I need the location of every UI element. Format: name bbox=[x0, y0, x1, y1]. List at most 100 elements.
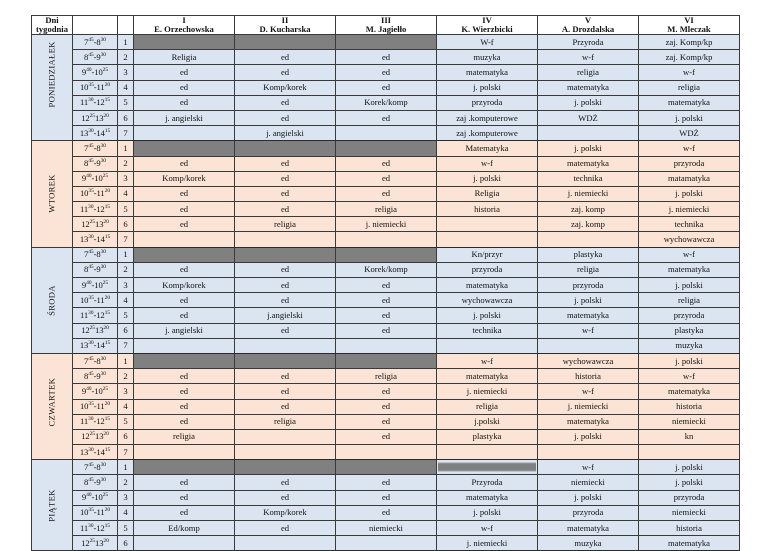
lesson-cell-wtorek-2-class2[interactable]: ed bbox=[234, 155, 336, 172]
lesson-cell-poniedzialek-7-class6[interactable]: WDŻ bbox=[638, 125, 740, 142]
lesson-cell-sroda-4-class3[interactable]: ed bbox=[335, 292, 437, 309]
lesson-cell-sroda-2-class6[interactable]: matematyka bbox=[638, 261, 740, 279]
lesson-cell-sroda-2-class3[interactable]: Korek/komp bbox=[335, 261, 437, 279]
lesson-cell-sroda-3-class2[interactable]: ed bbox=[234, 277, 336, 294]
lesson-cell-wtorek-6-class2[interactable]: religia bbox=[234, 216, 336, 233]
lesson-cell-piatek-2-class2[interactable]: ed bbox=[234, 474, 336, 491]
lesson-cell-czwartek-3-class3[interactable]: ed bbox=[335, 383, 437, 400]
lesson-cell-piatek-3-class5[interactable]: j. polski bbox=[537, 489, 639, 506]
lesson-cell-poniedzialek-6-class2[interactable]: ed bbox=[234, 109, 336, 127]
lesson-cell-czwartek-5-class3[interactable]: ed bbox=[335, 413, 437, 430]
lesson-cell-poniedzialek-5-class3[interactable]: Korek/komp bbox=[335, 94, 437, 111]
lesson-cell-wtorek-2-class4[interactable]: w-f bbox=[436, 155, 538, 172]
lesson-cell-czwartek-7-class1[interactable] bbox=[133, 444, 235, 461]
lesson-cell-piatek-5-class6[interactable]: historia bbox=[638, 520, 740, 537]
lesson-cell-czwartek-3-class6[interactable]: matematyka bbox=[638, 383, 740, 400]
lesson-cell-poniedzialek-3-class5[interactable]: religia bbox=[537, 64, 639, 81]
lesson-cell-czwartek-7-class5[interactable] bbox=[537, 444, 639, 461]
lesson-cell-poniedzialek-5-class4[interactable]: przyroda bbox=[436, 94, 538, 111]
lesson-cell-wtorek-6-class1[interactable]: ed bbox=[133, 216, 235, 233]
lesson-cell-piatek-4-class4[interactable]: j. polski bbox=[436, 504, 538, 522]
lesson-cell-poniedzialek-1-class6[interactable]: zaj. Komp/kp bbox=[638, 34, 740, 51]
lesson-cell-sroda-3-class6[interactable]: j. polski bbox=[638, 277, 740, 294]
lesson-cell-piatek-3-class2[interactable]: ed bbox=[234, 489, 336, 506]
lesson-cell-poniedzialek-5-class6[interactable]: matematyka bbox=[638, 94, 740, 111]
lesson-cell-wtorek-4-class1[interactable]: ed bbox=[133, 185, 235, 203]
lesson-cell-czwartek-5-class4[interactable]: j.polski bbox=[436, 413, 538, 430]
lesson-cell-sroda-6-class6[interactable]: plastyka bbox=[638, 322, 740, 339]
lesson-cell-poniedzialek-4-class3[interactable]: ed bbox=[335, 79, 437, 96]
lesson-cell-piatek-1-class6[interactable]: j. polski bbox=[638, 459, 740, 476]
lesson-cell-czwartek-6-class4[interactable]: plastyka bbox=[436, 428, 538, 446]
lesson-cell-czwartek-7-class6[interactable] bbox=[638, 444, 740, 461]
lesson-cell-poniedzialek-7-class1[interactable] bbox=[133, 125, 235, 142]
lesson-cell-poniedzialek-4-class6[interactable]: religia bbox=[638, 79, 740, 96]
lesson-cell-czwartek-3-class2[interactable]: ed bbox=[234, 383, 336, 400]
lesson-cell-sroda-3-class5[interactable]: przyroda bbox=[537, 277, 639, 294]
lesson-cell-poniedzialek-6-class6[interactable]: j. polski bbox=[638, 109, 740, 127]
lesson-cell-piatek-6-class3[interactable] bbox=[335, 535, 437, 551]
lesson-cell-poniedzialek-2-class2[interactable]: ed bbox=[234, 49, 336, 66]
lesson-cell-piatek-3-class1[interactable]: ed bbox=[133, 489, 235, 506]
lesson-cell-sroda-6-class3[interactable]: ed bbox=[335, 322, 437, 339]
lesson-cell-piatek-5-class4[interactable]: w-f bbox=[436, 520, 538, 537]
lesson-cell-piatek-3-class4[interactable]: matematyka bbox=[436, 489, 538, 506]
lesson-cell-sroda-6-class4[interactable]: technika bbox=[436, 322, 538, 339]
lesson-cell-sroda-5-class2[interactable]: j.angielski bbox=[234, 307, 336, 324]
lesson-cell-poniedzialek-1-class5[interactable]: Przyroda bbox=[537, 34, 639, 51]
lesson-cell-sroda-3-class1[interactable]: Komp/korek bbox=[133, 277, 235, 294]
lesson-cell-piatek-2-class3[interactable]: ed bbox=[335, 474, 437, 491]
lesson-cell-czwartek-5-class5[interactable]: matematyka bbox=[537, 413, 639, 430]
lesson-cell-czwartek-4-class3[interactable]: ed bbox=[335, 398, 437, 415]
lesson-cell-poniedzialek-5-class1[interactable]: ed bbox=[133, 94, 235, 111]
lesson-cell-poniedzialek-7-class4[interactable]: zaj .komputerowe bbox=[436, 125, 538, 142]
lesson-cell-czwartek-6-class1[interactable]: religia bbox=[133, 428, 235, 446]
lesson-cell-czwartek-3-class4[interactable]: j. niemiecki bbox=[436, 383, 538, 400]
lesson-cell-piatek-5-class3[interactable]: niemiecki bbox=[335, 520, 437, 537]
lesson-cell-wtorek-3-class5[interactable]: technika bbox=[537, 170, 639, 187]
lesson-cell-poniedzialek-2-class5[interactable]: w-f bbox=[537, 49, 639, 66]
lesson-cell-czwartek-6-class2[interactable] bbox=[234, 428, 336, 446]
lesson-cell-piatek-2-class6[interactable]: j. polski bbox=[638, 474, 740, 491]
lesson-cell-czwartek-2-class5[interactable]: historia bbox=[537, 368, 639, 385]
lesson-cell-sroda-4-class1[interactable]: ed bbox=[133, 292, 235, 309]
lesson-cell-poniedzialek-7-class2[interactable]: j. angielski bbox=[234, 125, 336, 142]
lesson-cell-wtorek-7-class4[interactable] bbox=[436, 231, 538, 248]
lesson-cell-czwartek-4-class6[interactable]: historia bbox=[638, 398, 740, 415]
lesson-cell-czwartek-6-class5[interactable]: j. polski bbox=[537, 428, 639, 446]
lesson-cell-piatek-4-class1[interactable]: ed bbox=[133, 504, 235, 522]
lesson-cell-czwartek-3-class1[interactable]: ed bbox=[133, 383, 235, 400]
lesson-cell-wtorek-6-class3[interactable]: j. niemiecki bbox=[335, 216, 437, 233]
lesson-cell-poniedzialek-2-class1[interactable]: Religia bbox=[133, 49, 235, 66]
lesson-cell-wtorek-3-class4[interactable]: j. polski bbox=[436, 170, 538, 187]
lesson-cell-czwartek-2-class1[interactable]: ed bbox=[133, 368, 235, 385]
lesson-cell-wtorek-2-class1[interactable]: ed bbox=[133, 155, 235, 172]
lesson-cell-poniedzialek-4-class4[interactable]: j. polski bbox=[436, 79, 538, 96]
lesson-cell-piatek-6-class2[interactable] bbox=[234, 535, 336, 551]
lesson-cell-sroda-6-class5[interactable]: w-f bbox=[537, 322, 639, 339]
lesson-cell-piatek-6-class6[interactable]: matematyka bbox=[638, 535, 740, 551]
lesson-cell-wtorek-6-class6[interactable]: technika bbox=[638, 216, 740, 233]
lesson-cell-poniedzialek-3-class1[interactable]: ed bbox=[133, 64, 235, 81]
lesson-cell-sroda-3-class4[interactable]: matematyka bbox=[436, 277, 538, 294]
lesson-cell-czwartek-5-class1[interactable]: ed bbox=[133, 413, 235, 430]
lesson-cell-poniedzialek-3-class4[interactable]: matematyka bbox=[436, 64, 538, 81]
lesson-cell-sroda-7-class2[interactable] bbox=[234, 337, 336, 354]
lesson-cell-wtorek-7-class6[interactable]: wychowawcza bbox=[638, 231, 740, 248]
lesson-cell-czwartek-2-class6[interactable]: w-f bbox=[638, 368, 740, 385]
lesson-cell-poniedzialek-5-class2[interactable]: ed bbox=[234, 94, 336, 111]
lesson-cell-poniedzialek-2-class4[interactable]: muzyka bbox=[436, 49, 538, 66]
lesson-cell-sroda-5-class4[interactable]: j. polski bbox=[436, 307, 538, 324]
lesson-cell-piatek-2-class1[interactable]: ed bbox=[133, 474, 235, 491]
lesson-cell-piatek-6-class1[interactable] bbox=[133, 535, 235, 551]
lesson-cell-sroda-4-class6[interactable]: religia bbox=[638, 292, 740, 309]
lesson-cell-sroda-7-class6[interactable]: muzyka bbox=[638, 337, 740, 354]
lesson-cell-wtorek-5-class2[interactable]: ed bbox=[234, 201, 336, 218]
lesson-cell-czwartek-6-class6[interactable]: kn bbox=[638, 428, 740, 446]
lesson-cell-poniedzialek-6-class3[interactable]: ed bbox=[335, 109, 437, 127]
lesson-cell-sroda-2-class2[interactable]: ed bbox=[234, 261, 336, 279]
lesson-cell-piatek-4-class3[interactable]: ed bbox=[335, 504, 437, 522]
lesson-cell-sroda-6-class2[interactable]: ed bbox=[234, 322, 336, 339]
lesson-cell-czwartek-2-class2[interactable]: ed bbox=[234, 368, 336, 385]
lesson-cell-poniedzialek-2-class6[interactable]: zaj. Komp/kp bbox=[638, 49, 740, 66]
